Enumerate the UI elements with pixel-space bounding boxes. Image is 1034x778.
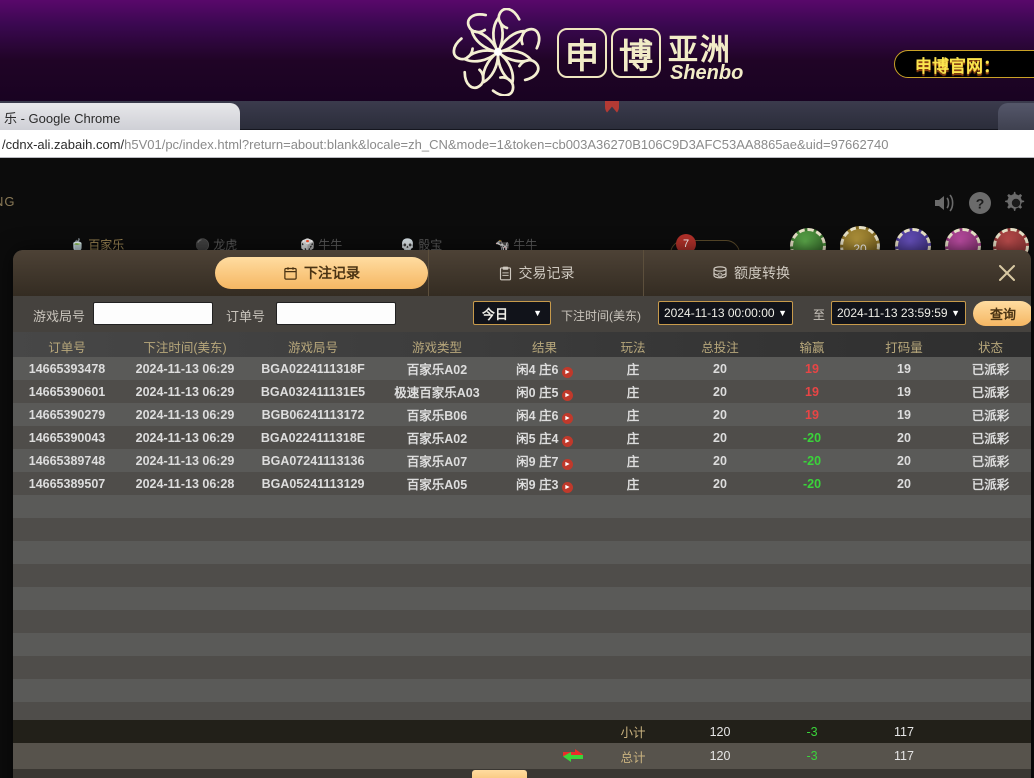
svg-text:?: ? (976, 196, 985, 212)
